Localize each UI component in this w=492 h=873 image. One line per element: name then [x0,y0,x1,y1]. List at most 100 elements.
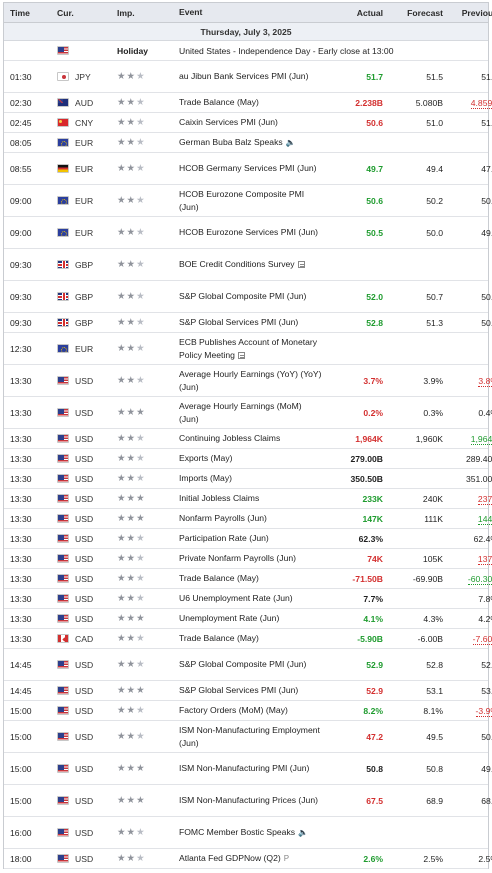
previous-text[interactable]: -3.9% [475,705,492,717]
event-name[interactable]: Average Hourly Earnings (YoY) (YoY) (Jun… [179,368,323,392]
event-name[interactable]: HCOB Germany Services PMI (Jun) [179,162,323,174]
previous-text[interactable]: 4.859B [470,97,492,109]
event-name[interactable]: au Jibun Bank Services PMI (Jun) [179,70,323,82]
event-name[interactable]: BOE Credit Conditions Survey [179,258,323,270]
previous-text[interactable]: 3.8% [478,375,492,387]
table-row[interactable]: 15:00 USD ★★★ ISM Non-Manufacturing Prices … [4,785,492,817]
event-title[interactable]: Participation Rate (Jun) [179,533,269,544]
event-name[interactable]: S&P Global Services PMI (Jun) [179,316,323,328]
event-name[interactable]: ECB Publishes Account of Monetary Policy… [179,336,323,360]
table-row[interactable]: 14:45 USD ★★★ S&P Global Services PMI (Jun)… [4,681,492,701]
event-title[interactable]: HCOB Eurozone Composite PMI (Jun) [179,189,305,212]
header-actual[interactable]: Actual [356,7,383,18]
event-name[interactable]: U6 Unemployment Rate (Jun) [179,592,323,604]
event-title[interactable]: au Jibun Bank Services PMI (Jun) [179,71,309,82]
event-name[interactable]: Unemployment Rate (Jun) [179,612,323,624]
event-title[interactable]: Factory Orders (MoM) (May) [179,705,288,716]
header-event[interactable]: Event [179,7,203,18]
header-forecast[interactable]: Forecast [407,7,443,18]
table-row[interactable]: 13:30 USD ★★★ Nonfarm Payrolls (Jun) 147K 111… [4,509,492,529]
event-title[interactable]: Nonfarm Payrolls (Jun) [179,513,267,524]
event-name[interactable]: S&P Global Composite PMI (Jun) [179,290,323,302]
event-title[interactable]: FOMC Member Bostic Speaks [179,827,296,838]
event-name[interactable]: FOMC Member Bostic Speaks 🔈 [179,826,323,838]
event-title[interactable]: Imports (May) [179,473,232,484]
event-name[interactable]: Participation Rate (Jun) [179,532,323,544]
event-name[interactable]: Continuing Jobless Claims [179,432,323,444]
table-row[interactable]: 15:00 USD ★★★ Factory Orders (MoM) (May) 8.2… [4,701,492,721]
document-icon[interactable] [297,261,305,269]
header-currency[interactable]: Cur. [57,7,74,18]
table-row[interactable]: 13:30 USD ★★★ U6 Unemployment Rate (Jun) 7.7… [4,589,492,609]
event-title[interactable]: Trade Balance (May) [179,633,259,644]
table-row[interactable]: 13:30 USD ★★★ Unemployment Rate (Jun) 4.1% 4.… [4,609,492,629]
speaker-icon[interactable]: 🔈 [298,828,309,838]
event-name[interactable]: Factory Orders (MoM) (May) [179,704,323,716]
table-row[interactable]: 12:30 EUR ★★★ ECB Publishes Account of Mone… [4,333,488,365]
event-title[interactable]: Exports (May) [179,453,233,464]
table-row[interactable]: 08:55 EUR ★★★ HCOB Germany Services PMI (Ju… [4,153,492,185]
table-row[interactable]: 14:45 USD ★★★ S&P Global Composite PMI (Jun… [4,649,492,681]
table-row[interactable]: 18:00 USD ★★★ Atlanta Fed GDPNow (Q2) P 2.6% 2… [4,849,492,869]
event-title[interactable]: Trade Balance (May) [179,97,259,108]
event-name[interactable]: Trade Balance (May) [179,632,323,644]
event-title[interactable]: Atlanta Fed GDPNow (Q2) [179,853,281,864]
previous-text[interactable]: -7.60B [472,633,492,645]
table-row[interactable]: 13:30 USD ★★★ Continuing Jobless Claims 1,96… [4,429,492,449]
event-name[interactable]: Imports (May) [179,472,323,484]
event-name[interactable]: Trade Balance (May) [179,96,323,108]
previous-text[interactable]: 1,964K [470,433,492,445]
table-row[interactable]: 16:00 USD ★★★ FOMC Member Bostic Speaks 🔈 [4,817,488,849]
header-time[interactable]: Time [10,7,30,18]
event-title[interactable]: Private Nonfarm Payrolls (Jun) [179,553,297,564]
event-title[interactable]: S&P Global Services PMI (Jun) [179,685,299,696]
table-row[interactable]: 13:30 USD ★★★ Trade Balance (May) -71.50B -69… [4,569,492,589]
event-name[interactable]: ISM Non-Manufacturing Employment (Jun) [179,724,323,748]
event-title[interactable]: Unemployment Rate (Jun) [179,613,280,624]
table-row[interactable]: 15:00 USD ★★★ ISM Non-Manufacturing Employm… [4,721,492,753]
event-title[interactable]: HCOB Eurozone Services PMI (Jun) [179,227,318,238]
event-title[interactable]: ISM Non-Manufacturing Prices (Jun) [179,795,318,806]
previous-text[interactable]: 144K [477,513,492,525]
event-title[interactable]: BOE Credit Conditions Survey [179,259,295,270]
event-name[interactable]: S&P Global Services PMI (Jun) [179,684,323,696]
event-title[interactable]: U6 Unemployment Rate (Jun) [179,593,293,604]
table-row[interactable]: 13:30 USD ★★★ Average Hourly Earnings (MoM)… [4,397,492,429]
table-row[interactable]: 13:30 USD ★★★ Initial Jobless Claims 233K 240… [4,489,492,509]
table-row[interactable]: 09:30 GBP ★★★ S&P Global Services PMI (Jun)… [4,313,492,333]
table-row[interactable]: 09:30 GBP ★★★ S&P Global Composite PMI (Jun… [4,281,492,313]
event-name[interactable]: Private Nonfarm Payrolls (Jun) [179,552,323,564]
event-name[interactable]: Exports (May) [179,452,323,464]
table-row[interactable]: 01:30 JPY ★★★ au Jibun Bank Services PMI (J… [4,61,492,93]
event-title[interactable]: ISM Non-Manufacturing PMI (Jun) [179,763,310,774]
table-row[interactable]: 13:30 CAD ★★★ Trade Balance (May) -5.90B -6.0… [4,629,492,649]
event-title[interactable]: Caixin Services PMI (Jun) [179,117,278,128]
speaker-icon[interactable]: 🔈 [285,138,296,148]
event-name[interactable]: Trade Balance (May) [179,572,323,584]
event-name[interactable]: ISM Non-Manufacturing Prices (Jun) [179,794,323,806]
previous-text[interactable]: -60.30B [467,573,492,585]
event-title[interactable]: ECB Publishes Account of Monetary Policy… [179,337,318,360]
table-row[interactable]: 13:30 USD ★★★ Average Hourly Earnings (YoY)… [4,365,492,397]
event-title[interactable]: S&P Global Composite PMI (Jun) [179,291,307,302]
table-row[interactable]: 02:45 CNY ★★★ Caixin Services PMI (Jun) 50.6… [4,113,492,133]
previous-text[interactable]: 237K [477,493,492,505]
table-row[interactable]: 15:00 USD ★★★ ISM Non-Manufacturing PMI (Ju… [4,753,492,785]
event-name[interactable]: HCOB Eurozone Composite PMI (Jun) [179,188,323,212]
table-row[interactable]: 08:05 EUR ★★★ German Buba Balz Speaks 🔈 [4,133,488,153]
document-icon[interactable] [237,351,245,359]
event-name[interactable]: ISM Non-Manufacturing PMI (Jun) [179,762,323,774]
event-title[interactable]: S&P Global Composite PMI (Jun) [179,659,307,670]
previous-text[interactable]: 137K [477,553,492,565]
event-title[interactable]: ISM Non-Manufacturing Employment (Jun) [179,725,320,748]
event-title[interactable]: HCOB Germany Services PMI (Jun) [179,163,317,174]
event-title[interactable]: Continuing Jobless Claims [179,433,281,444]
event-title[interactable]: Initial Jobless Claims [179,493,260,504]
table-row[interactable]: 09:00 EUR ★★★ HCOB Eurozone Composite PMI (… [4,185,492,217]
event-name[interactable]: German Buba Balz Speaks 🔈 [179,136,323,148]
event-name[interactable]: S&P Global Composite PMI (Jun) [179,658,323,670]
event-name[interactable]: Initial Jobless Claims [179,492,323,504]
event-title[interactable]: Average Hourly Earnings (YoY) (YoY) (Jun… [179,369,322,392]
